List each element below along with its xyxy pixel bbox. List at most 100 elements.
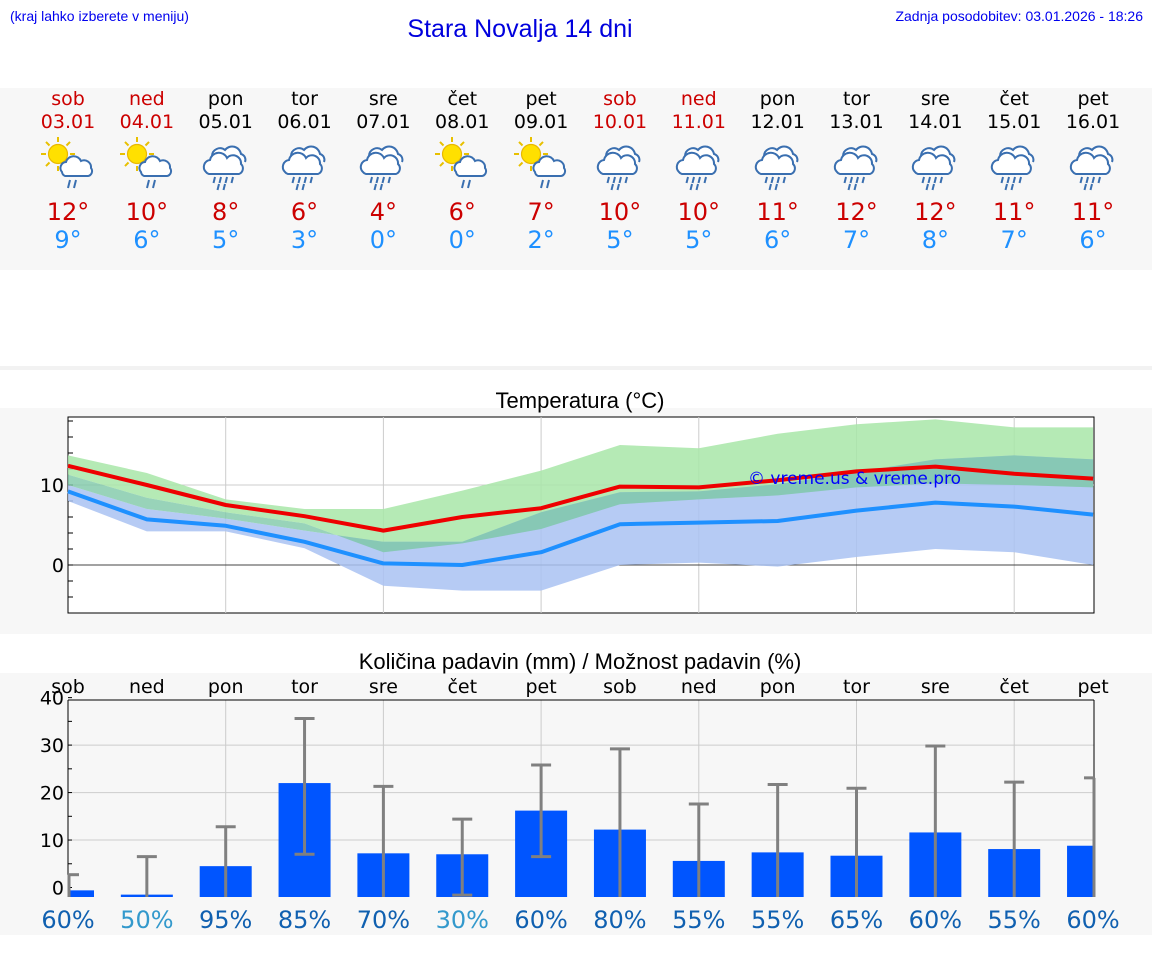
cloud-rain-icon bbox=[355, 136, 411, 192]
min-temp: 0° bbox=[448, 226, 476, 254]
temperature-chart-title: Temperatura (°C) bbox=[495, 388, 665, 413]
forecast-days: sob 03.01 12° 9° ned 04.01 10° 6° pon 05.01 8° 5° to… bbox=[0, 88, 1152, 258]
min-temp: 8° bbox=[921, 226, 949, 254]
day-name: čet bbox=[999, 88, 1029, 110]
min-temp: 5° bbox=[212, 226, 240, 254]
category-label: sob bbox=[51, 676, 85, 698]
sun-cloud-rain-icon bbox=[434, 136, 490, 192]
cloud-rain-icon bbox=[829, 136, 885, 192]
cloud-rain-icon bbox=[750, 136, 806, 192]
category-label: pet bbox=[525, 676, 556, 698]
min-temp-line bbox=[67, 489, 1094, 567]
day-name: sre bbox=[368, 88, 398, 110]
y-tick-label: 0 bbox=[52, 555, 64, 577]
sun-cloud-rain-icon bbox=[513, 136, 569, 192]
day-date: 06.01 bbox=[277, 111, 332, 133]
category-label: sob bbox=[603, 676, 637, 698]
max-temp: 4° bbox=[369, 198, 398, 226]
y-tick-label: 10 bbox=[40, 830, 64, 852]
precipitation-bar bbox=[1067, 845, 1094, 897]
min-temp: 6° bbox=[1079, 226, 1107, 254]
day-name: čet bbox=[447, 88, 478, 110]
forecast-band bbox=[0, 88, 1152, 270]
precipitation-probability: 55% bbox=[672, 906, 725, 934]
category-label: ned bbox=[129, 676, 165, 698]
precipitation-probability: 60% bbox=[909, 906, 962, 934]
cloud-rain-icon bbox=[198, 136, 254, 192]
day-name: sre bbox=[920, 88, 950, 110]
max-temp: 12° bbox=[914, 198, 957, 226]
min-temp: 7° bbox=[1000, 226, 1028, 254]
category-label: ned bbox=[681, 676, 717, 698]
y-tick-label: 30 bbox=[40, 735, 64, 757]
category-label: tor bbox=[843, 676, 870, 698]
precipitation-probability: 50% bbox=[120, 906, 173, 934]
precipitation-probability: 30% bbox=[436, 906, 489, 934]
day-date: 16.01 bbox=[1065, 111, 1121, 133]
day-date: 09.01 bbox=[513, 111, 569, 133]
category-label: sre bbox=[921, 676, 950, 698]
cloud-rain-icon bbox=[986, 136, 1042, 192]
day-name: sob bbox=[51, 88, 85, 110]
day-date: 11.01 bbox=[671, 111, 726, 133]
precipitation-chart: sob ned pon tor sre čet pet sob ned pon tor sre čet p… bbox=[40, 676, 1120, 934]
precipitation-probability: 85% bbox=[278, 906, 331, 934]
cloud-rain-icon bbox=[907, 136, 963, 192]
min-temp: 0° bbox=[369, 226, 398, 254]
day-date: 12.01 bbox=[750, 111, 805, 133]
category-label: pon bbox=[208, 676, 244, 698]
menu-hint: (kraj lahko izberete v meniju) bbox=[10, 8, 189, 24]
sun-cloud-rain-icon bbox=[40, 136, 96, 192]
day-name: tor bbox=[843, 88, 870, 110]
cloud-rain-icon bbox=[1065, 136, 1121, 192]
category-label: tor bbox=[291, 676, 318, 698]
cloud-rain-icon bbox=[592, 136, 648, 192]
precipitation-probability: 80% bbox=[593, 906, 646, 934]
day-date: 14.01 bbox=[908, 111, 963, 133]
max-temp: 10° bbox=[598, 198, 642, 226]
precipitation-probability: 55% bbox=[751, 906, 804, 934]
max-temp: 8° bbox=[212, 198, 240, 226]
last-update: Zadnja posodobitev: 03.01.2026 - 18:26 bbox=[895, 8, 1143, 24]
max-temp: 11° bbox=[756, 198, 799, 226]
precipitation-probability: 95% bbox=[199, 906, 252, 934]
max-temp: 11° bbox=[992, 198, 1036, 226]
precipitation-bar bbox=[69, 890, 94, 897]
day-date: 04.01 bbox=[119, 111, 175, 133]
day-name: pon bbox=[759, 88, 796, 110]
y-tick-label: 20 bbox=[40, 783, 64, 805]
category-label: sre bbox=[369, 676, 398, 698]
max-temp: 6° bbox=[448, 198, 476, 226]
y-tick-label: 10 bbox=[40, 475, 64, 497]
band-overlap bbox=[68, 455, 1094, 553]
category-label: pet bbox=[1077, 676, 1108, 698]
day-name: pet bbox=[1077, 88, 1109, 110]
cloud-rain-icon bbox=[671, 136, 727, 192]
min-temp: 6° bbox=[133, 226, 161, 254]
day-date: 05.01 bbox=[198, 111, 253, 133]
min-temp: 3° bbox=[290, 226, 319, 254]
min-temp: 9° bbox=[54, 226, 82, 254]
min-temp: 5° bbox=[685, 226, 713, 254]
day-date: 13.01 bbox=[829, 111, 884, 133]
min-temp: 5° bbox=[606, 226, 634, 254]
day-name: pet bbox=[525, 88, 557, 110]
day-name: tor bbox=[291, 88, 318, 110]
category-label: čet bbox=[999, 676, 1029, 698]
y-tick-label: 40 bbox=[40, 688, 64, 710]
precipitation-probability: 60% bbox=[41, 906, 94, 934]
precipitation-chart-title: Količina padavin (mm) / Možnost padavin … bbox=[358, 649, 802, 674]
max-temp: 11° bbox=[1071, 198, 1115, 226]
precipitation-probability: 60% bbox=[514, 906, 567, 934]
min-temp: 6° bbox=[764, 226, 792, 254]
day-date: 10.01 bbox=[592, 111, 648, 133]
min-temp: 2° bbox=[527, 226, 555, 254]
max-temp: 6° bbox=[290, 198, 319, 226]
page-title: Stara Novalja 14 dni bbox=[407, 15, 633, 43]
precipitation-probability: 55% bbox=[988, 906, 1041, 934]
max-temp-line bbox=[67, 463, 1094, 533]
divider bbox=[0, 366, 1152, 370]
day-name: sob bbox=[603, 88, 637, 110]
temperature-chart: 10 0 © vreme.us & vreme.pro bbox=[40, 416, 1095, 614]
precipitation-probability: 65% bbox=[830, 906, 883, 934]
